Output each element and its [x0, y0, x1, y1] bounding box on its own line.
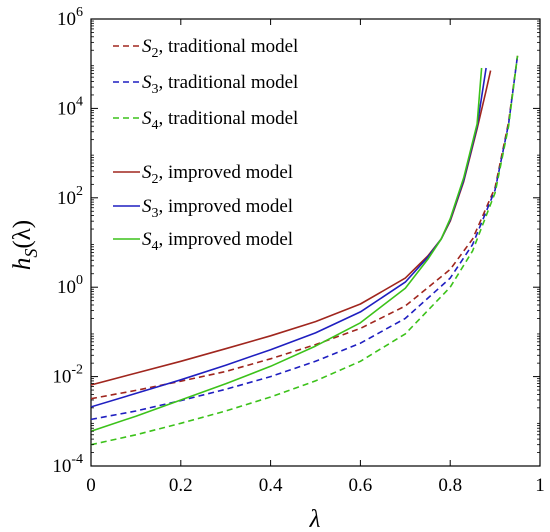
y-tick-label: 10-4	[52, 452, 83, 477]
ticks-layer: 0 0.2 0.4 0.6 0.8 1 10-4 10-2 100 102 104 106	[52, 5, 544, 496]
series-line-traditional-s3	[91, 55, 519, 421]
legend: S2, traditional model S3, traditional mod…	[113, 36, 298, 254]
legend-entry-improved-s2: S2, improved model	[113, 162, 293, 187]
legend-entry-traditional-s4: S4, traditional model	[113, 108, 298, 133]
x-tick-label: 0.4	[259, 475, 283, 496]
y-tick-label: 100	[57, 273, 83, 298]
x-tick-label: 0.2	[169, 475, 193, 496]
y-axis-label-base: h	[9, 258, 36, 271]
legend-entry-improved-s3: S3, improved model	[113, 196, 293, 221]
y-axis-label: hS(λ)	[9, 220, 41, 270]
x-tick-label: 0	[86, 475, 96, 496]
legend-entry-traditional-s2: S2, traditional model	[113, 36, 298, 61]
legend-label: S3, traditional model	[142, 72, 298, 97]
y-axis-label-arg: (λ)	[9, 220, 36, 249]
legend-label: S4, traditional model	[142, 108, 298, 133]
legend-entry-improved-s4: S4, improved model	[113, 229, 293, 254]
legend-label: S4, improved model	[142, 229, 293, 254]
x-tick-label: 1	[535, 475, 545, 496]
svg-text:hS(λ): hS(λ)	[9, 220, 41, 270]
legend-label: S2, traditional model	[142, 36, 298, 61]
y-tick-label: 10-2	[52, 363, 83, 388]
series-line-traditional-s2	[91, 55, 519, 400]
legend-label: S2, improved model	[142, 162, 293, 187]
x-tick-label: 0.8	[438, 475, 462, 496]
y-tick-label: 106	[57, 5, 83, 30]
y-tick-label: 102	[57, 184, 83, 209]
y-axis-label-sub: S	[21, 249, 41, 258]
series-line-traditional-s4	[91, 55, 519, 446]
x-tick-label: 0.6	[349, 475, 373, 496]
legend-label: S3, improved model	[142, 196, 293, 221]
x-axis-label: λ	[309, 506, 321, 532]
y-tick-label: 104	[57, 94, 83, 119]
series-line-improved-s4	[91, 67, 483, 432]
plot-area-frame	[90, 18, 541, 467]
series-layer	[91, 55, 519, 446]
legend-entry-traditional-s3: S3, traditional model	[113, 72, 298, 97]
